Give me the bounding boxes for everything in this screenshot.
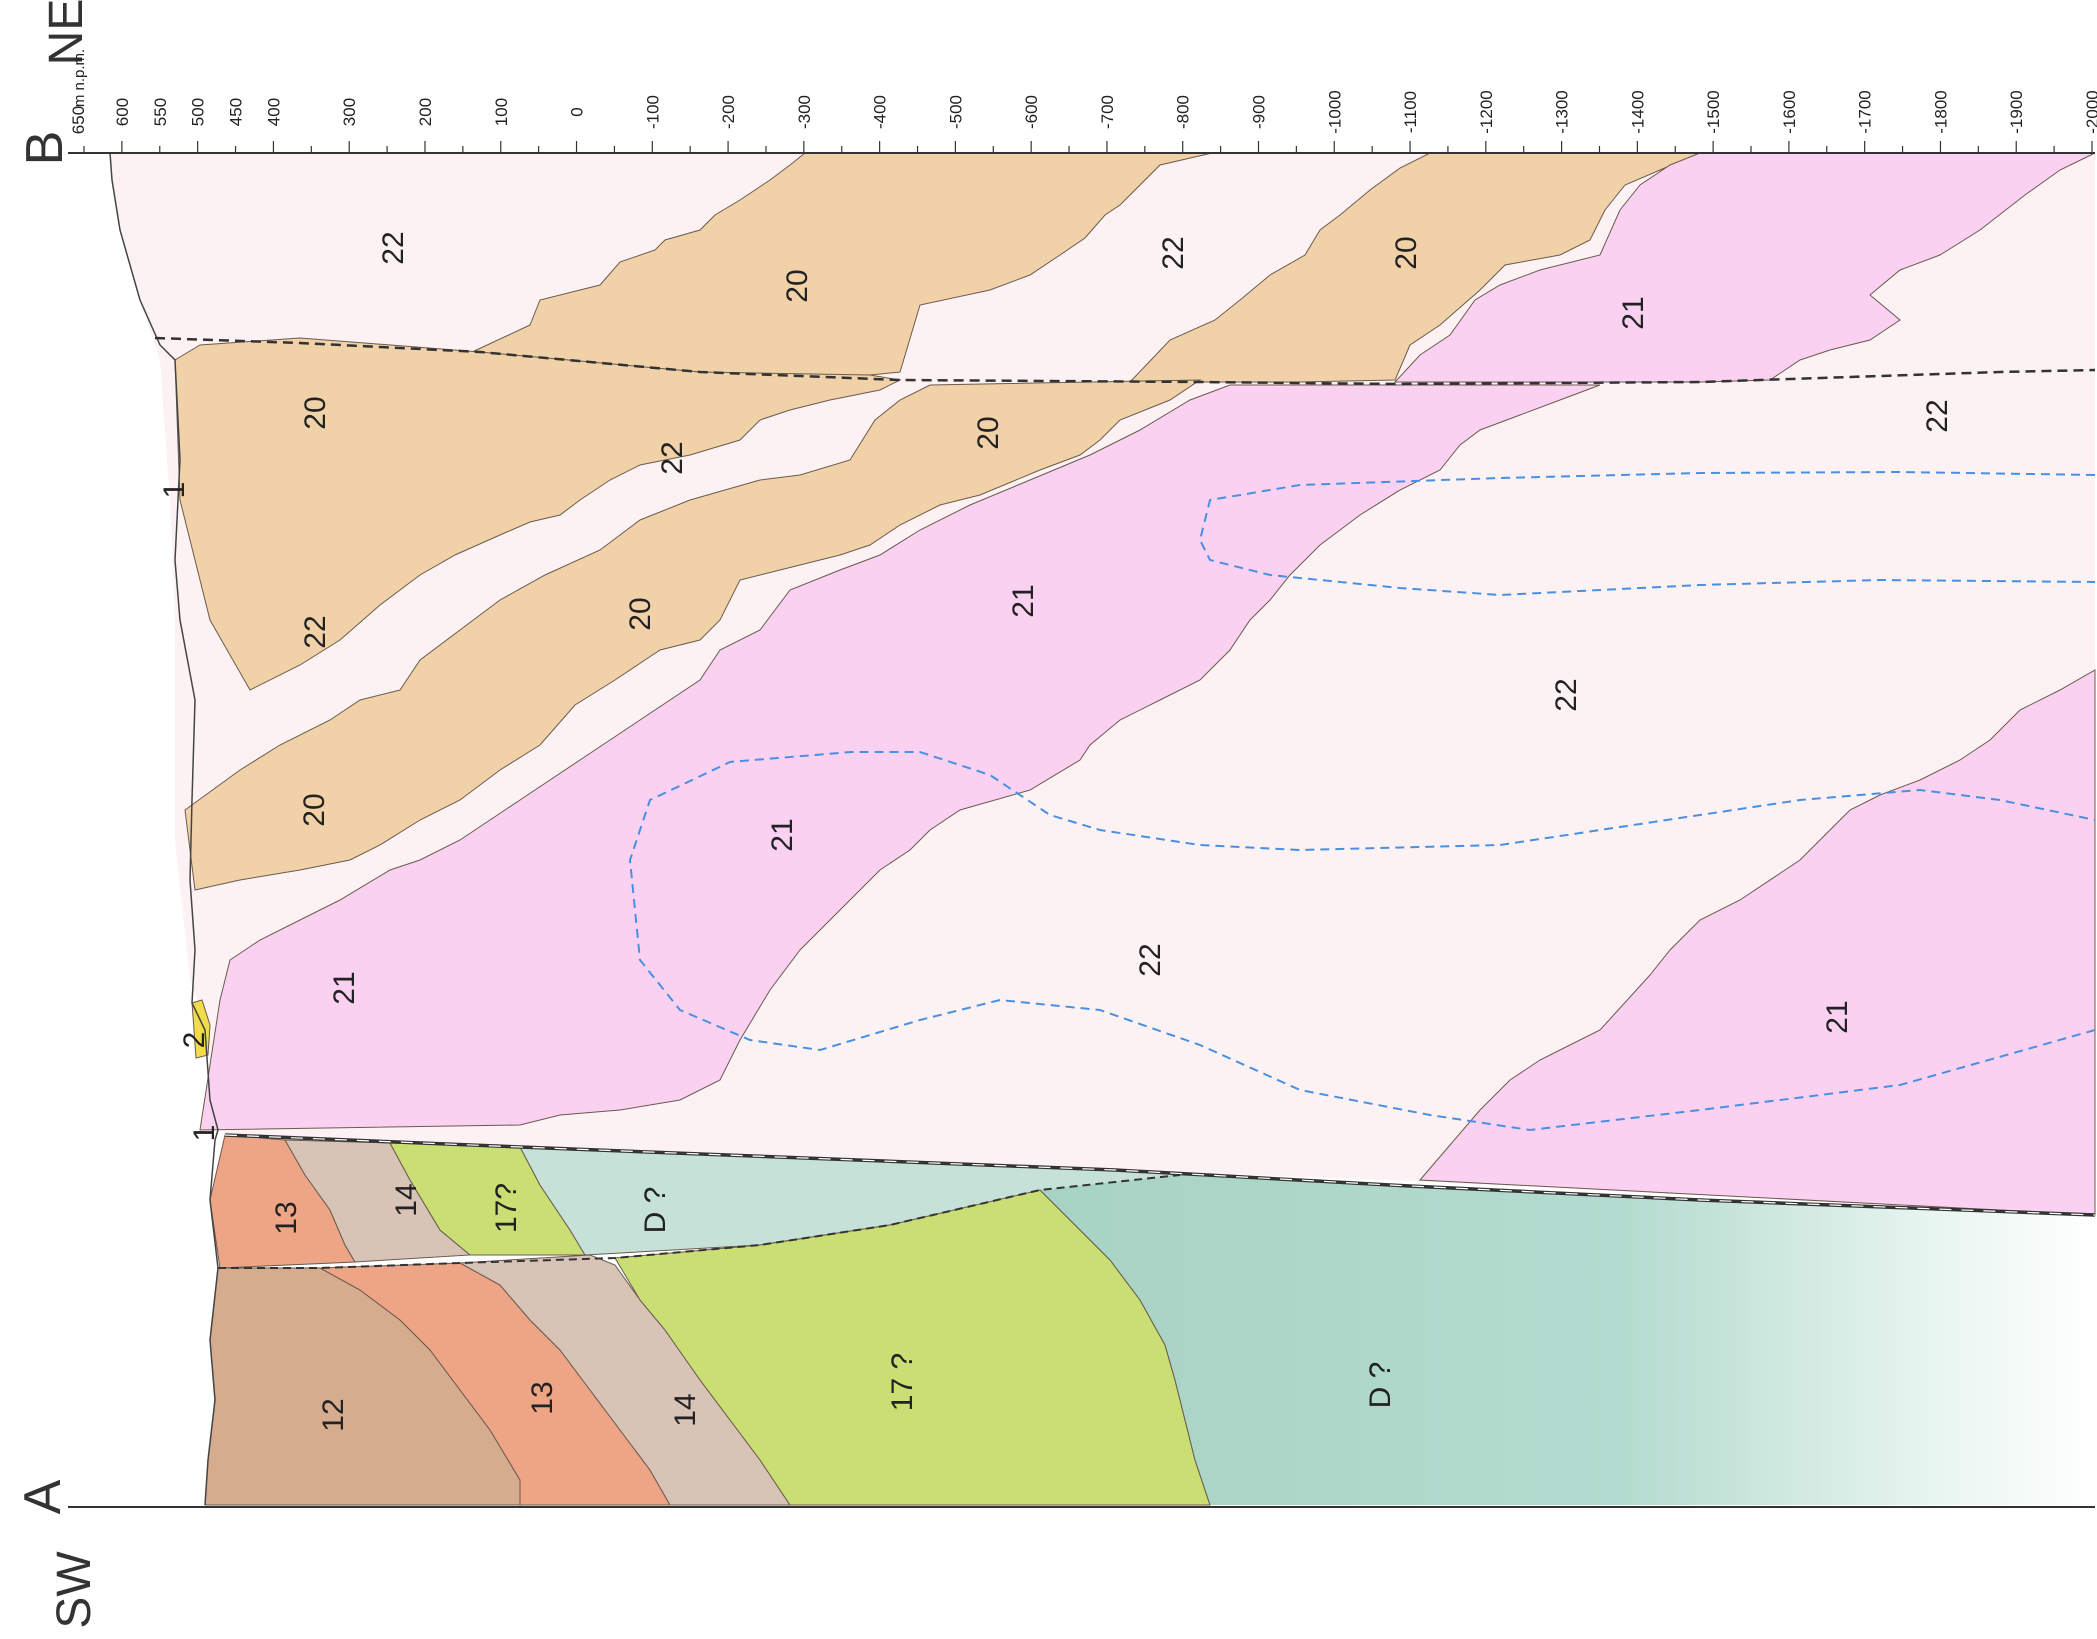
- label-unit-12: 12: [317, 1398, 350, 1431]
- label-unit-20: 20: [972, 416, 1005, 449]
- blue-contour-lower: [628, 751, 2096, 1132]
- label-unit-20: 20: [299, 396, 332, 429]
- fault-main-dash: [224, 1134, 2096, 1216]
- section-start-direction-label: SW: [48, 1551, 101, 1629]
- depth-axis-tick-label: -200: [719, 95, 738, 129]
- label-unit-1: 1: [188, 1125, 221, 1142]
- depth-axis-tick-label: -1100: [1401, 91, 1420, 133]
- unit-labels: 12 13 13 14 14 17? 17 ? D ? D ? 2 1 1 20…: [158, 231, 1954, 1431]
- depth-axis-tick-label: -1700: [1856, 90, 1875, 133]
- depth-axis-tick-label: -900: [1249, 95, 1268, 129]
- depth-axis-tick-label: -1200: [1477, 90, 1496, 133]
- depth-axis-tick-label: -300: [795, 95, 814, 129]
- label-unit-17: 17 ?: [886, 1353, 919, 1411]
- label-unit-22: 22: [656, 441, 689, 474]
- label-unit-22: 22: [1550, 678, 1583, 711]
- label-unit-20: 20: [1390, 236, 1423, 269]
- unit-D-lower-edge: [1039, 1189, 1211, 1506]
- depth-axis-tick-label: -1900: [2007, 90, 2026, 133]
- depth-axis-tick-label: -800: [1174, 95, 1193, 129]
- unit-20-lower-2: [184, 379, 1202, 891]
- label-unit-21: 21: [328, 971, 361, 1004]
- depth-axis: 600 550 500 450 400 300 200 100 0 -100 -200 -300 -40…: [83, 90, 2097, 153]
- depth-axis-tick-label: 300: [340, 98, 359, 126]
- depth-axis-tick-label: -2000: [2083, 90, 2097, 133]
- label-unit-20: 20: [624, 597, 657, 630]
- label-unit-13: 13: [526, 1381, 559, 1414]
- depth-units-label: m n.p.m.: [71, 49, 88, 107]
- depth-axis-tick-label: -1600: [1780, 90, 1799, 133]
- depth-axis-tick-label: -1000: [1325, 90, 1344, 133]
- depth-top-label: 650: [69, 106, 88, 134]
- depth-axis-tick-label: -700: [1098, 95, 1117, 129]
- depth-axis-tick-label: -500: [946, 95, 965, 129]
- unit-20-lower-1: [174, 337, 902, 691]
- label-unit-1: 1: [158, 482, 191, 499]
- depth-axis-tick-label: 0: [568, 107, 587, 116]
- unit-21-main: [199, 384, 1601, 1131]
- label-unit-21: 21: [766, 818, 799, 851]
- section-start-a-label: A: [14, 1479, 72, 1514]
- depth-axis-tick-label: 100: [492, 98, 511, 126]
- depth-axis-tick-label: 550: [151, 98, 170, 126]
- label-unit-22: 22: [377, 231, 410, 264]
- unit-21-lower-right: [1418, 669, 2096, 1216]
- label-unit-22: 22: [1157, 236, 1190, 269]
- depth-axis-tick-label: -400: [871, 95, 890, 129]
- label-unit-22: 22: [299, 615, 332, 648]
- unit-D-lower: [1040, 1175, 2095, 1505]
- section-end-b-label: B: [16, 131, 74, 166]
- label-unit-d: D ?: [1364, 1362, 1397, 1409]
- depth-axis-tick-label: -600: [1022, 95, 1041, 129]
- depth-axis-tick-label: 600: [113, 98, 132, 126]
- label-unit-14: 14: [669, 1393, 702, 1426]
- label-unit-22: 22: [1134, 943, 1167, 976]
- depth-axis-tick-label: 400: [264, 98, 283, 126]
- depth-axis-tick-label: -1800: [1931, 90, 1950, 133]
- depth-axis-tick-label: 500: [189, 98, 208, 126]
- label-unit-20: 20: [298, 793, 331, 826]
- depth-axis-tick-label: 450: [227, 98, 246, 126]
- label-unit-20: 20: [781, 269, 814, 302]
- label-unit-17: 17?: [490, 1183, 523, 1233]
- depth-axis-tick-label: 200: [416, 98, 435, 126]
- label-unit-14: 14: [390, 1183, 423, 1216]
- blue-contour-upper: [1198, 470, 2096, 597]
- depth-axis-tick-label: -1300: [1553, 90, 1572, 133]
- fault-upper: [154, 336, 2096, 386]
- label-unit-d: D ?: [639, 1187, 672, 1234]
- section-end-direction-label: NE: [40, 0, 93, 65]
- depth-axis-tick-label: -1400: [1628, 90, 1647, 133]
- depth-axis-tick-label: -1500: [1704, 90, 1723, 133]
- label-unit-13: 13: [270, 1201, 303, 1234]
- section-end-labels: B NE m n.p.m. 650 A SW: [14, 0, 101, 1629]
- label-unit-22: 22: [1921, 399, 1954, 432]
- fault-inner: [218, 1174, 1181, 1269]
- unit-21-upper: [1393, 152, 2096, 383]
- label-unit-21: 21: [1617, 296, 1650, 329]
- depth-axis-tick-label: -100: [643, 95, 662, 129]
- label-unit-21: 21: [1007, 584, 1040, 617]
- label-unit-2: 2: [178, 1032, 211, 1049]
- label-unit-21: 21: [1821, 1000, 1854, 1033]
